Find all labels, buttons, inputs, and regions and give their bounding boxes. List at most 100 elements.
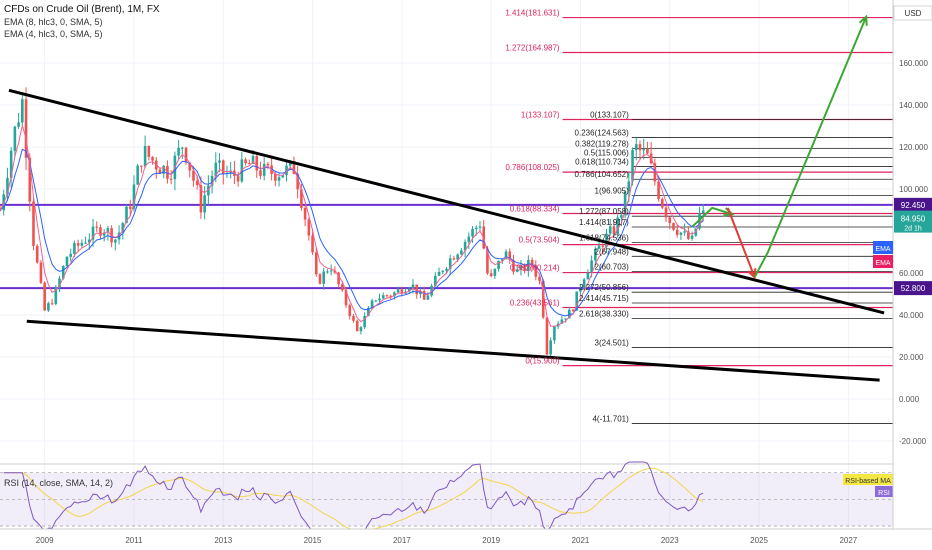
time-axis[interactable]: 2009 2011 2013 2015 2017 2019 2021 2023 2025 2027	[0, 528, 932, 550]
fib-level-label: 0(15.900)	[525, 357, 560, 366]
fib-level-label: 4(-11.701)	[592, 415, 629, 424]
candle-body	[140, 165, 143, 167]
candle-body	[195, 180, 199, 186]
candle-body	[333, 270, 337, 273]
candle-body	[318, 274, 322, 284]
fib-level-label: 1.414(81.917)	[579, 218, 629, 227]
candle-body	[538, 276, 541, 281]
candle-body	[422, 291, 426, 300]
candle-body	[88, 239, 91, 243]
trendline	[26, 319, 880, 382]
candle-body	[73, 243, 76, 254]
candle-body	[679, 232, 683, 235]
candle-body	[184, 147, 188, 163]
ema4-legend[interactable]: EMA (4, hlc3, 0, SMA, 5)	[4, 29, 103, 39]
candle-body	[512, 260, 515, 272]
candle-body	[244, 159, 247, 164]
candle-body	[441, 270, 445, 273]
candle-body	[407, 288, 411, 292]
time-axis-bg	[0, 529, 932, 550]
fib-level-label: 1.272(87.058)	[579, 207, 629, 216]
candle-body	[627, 181, 631, 192]
candle-body	[363, 315, 366, 328]
candle-body	[322, 271, 326, 284]
candle-body	[463, 241, 467, 251]
candle-body	[515, 269, 519, 272]
candle-body	[6, 177, 9, 195]
year-tick-label: 2017	[393, 536, 411, 545]
forecast-arrow-line	[753, 16, 868, 278]
candle-body	[35, 245, 39, 263]
candle-body	[247, 163, 251, 165]
candle-body	[549, 340, 552, 355]
candle-body	[586, 272, 590, 280]
candle-body	[303, 207, 307, 220]
candle-body	[489, 273, 493, 276]
candle-body	[69, 253, 72, 257]
fib-level-label: 0.382(119.278)	[575, 140, 629, 149]
candle-body	[527, 259, 530, 271]
candle-body	[664, 207, 668, 218]
candle-body	[474, 227, 478, 230]
candle-body	[653, 163, 657, 182]
candle-body	[393, 292, 396, 297]
candle-body	[530, 259, 534, 266]
forecast-arrows	[691, 14, 868, 280]
rsi-tag-label: RSI	[878, 490, 890, 497]
candle-body	[203, 195, 206, 213]
candle-body	[359, 327, 363, 332]
trendline	[8, 88, 885, 315]
fib-level-label: 2.414(45.715)	[579, 294, 629, 303]
candle-body	[661, 199, 664, 208]
candle-body	[47, 303, 50, 311]
ema8-legend[interactable]: EMA (8, hlc3, 0, SMA, 5)	[4, 17, 103, 27]
candle-body	[642, 149, 646, 151]
last-price-tag	[894, 210, 932, 233]
candle-body	[221, 160, 225, 174]
year-tick-label: 2011	[125, 536, 143, 545]
candle-body	[344, 290, 348, 306]
fib-level-label: 0.236(124.563)	[575, 128, 630, 137]
fib-level-label: 1.618(74.536)	[579, 233, 629, 242]
price-tag	[894, 197, 932, 212]
rsi-legend[interactable]: RSI (14, close, SMA, 14, 2)	[4, 478, 114, 488]
candle-body	[378, 298, 381, 301]
fib-level-label: 3(24.501)	[595, 339, 630, 348]
price-axis[interactable]: 160.000 140.000 120.000 100.000 60.000 40.000…	[873, 0, 932, 540]
candle-body	[426, 295, 430, 300]
candle-body	[467, 236, 471, 242]
fib-level-label: 0.618(88.334)	[510, 204, 560, 213]
candle-body	[370, 300, 374, 308]
candle-body	[199, 185, 203, 213]
candle-body	[367, 307, 370, 316]
candle-body	[486, 248, 489, 274]
candle-body	[326, 271, 329, 273]
candle-body	[218, 160, 221, 163]
fib-level-label: 1(96.905)	[595, 186, 630, 195]
year-tick-label: 2025	[750, 536, 768, 545]
candle-body	[683, 231, 686, 233]
forecast-arrow-line	[726, 207, 756, 278]
candle-body	[106, 228, 110, 233]
candle-body	[341, 284, 344, 291]
candle-body	[210, 176, 214, 186]
candle-body	[54, 287, 58, 305]
candle-body	[84, 242, 87, 244]
symbol-title[interactable]: CFDs on Crude Oil (Brent), 1M, FX	[4, 4, 160, 15]
year-tick-label: 2019	[482, 536, 500, 545]
candle-body	[411, 284, 415, 289]
candle-body	[65, 256, 69, 267]
ema4-line	[0, 125, 704, 327]
candle-body	[541, 280, 545, 318]
fib-level-label: 0.786(108.025)	[505, 163, 560, 172]
forecast-arrow-line	[691, 206, 733, 228]
candle-body	[616, 217, 619, 235]
candle-body	[419, 291, 422, 295]
fib-level-label: 1(133.107)	[521, 110, 560, 119]
candle-body	[296, 173, 299, 190]
price-tick-label: 100.000	[899, 185, 928, 194]
candle-body	[687, 231, 690, 239]
candle-body	[281, 175, 285, 178]
candle-body	[634, 144, 638, 151]
